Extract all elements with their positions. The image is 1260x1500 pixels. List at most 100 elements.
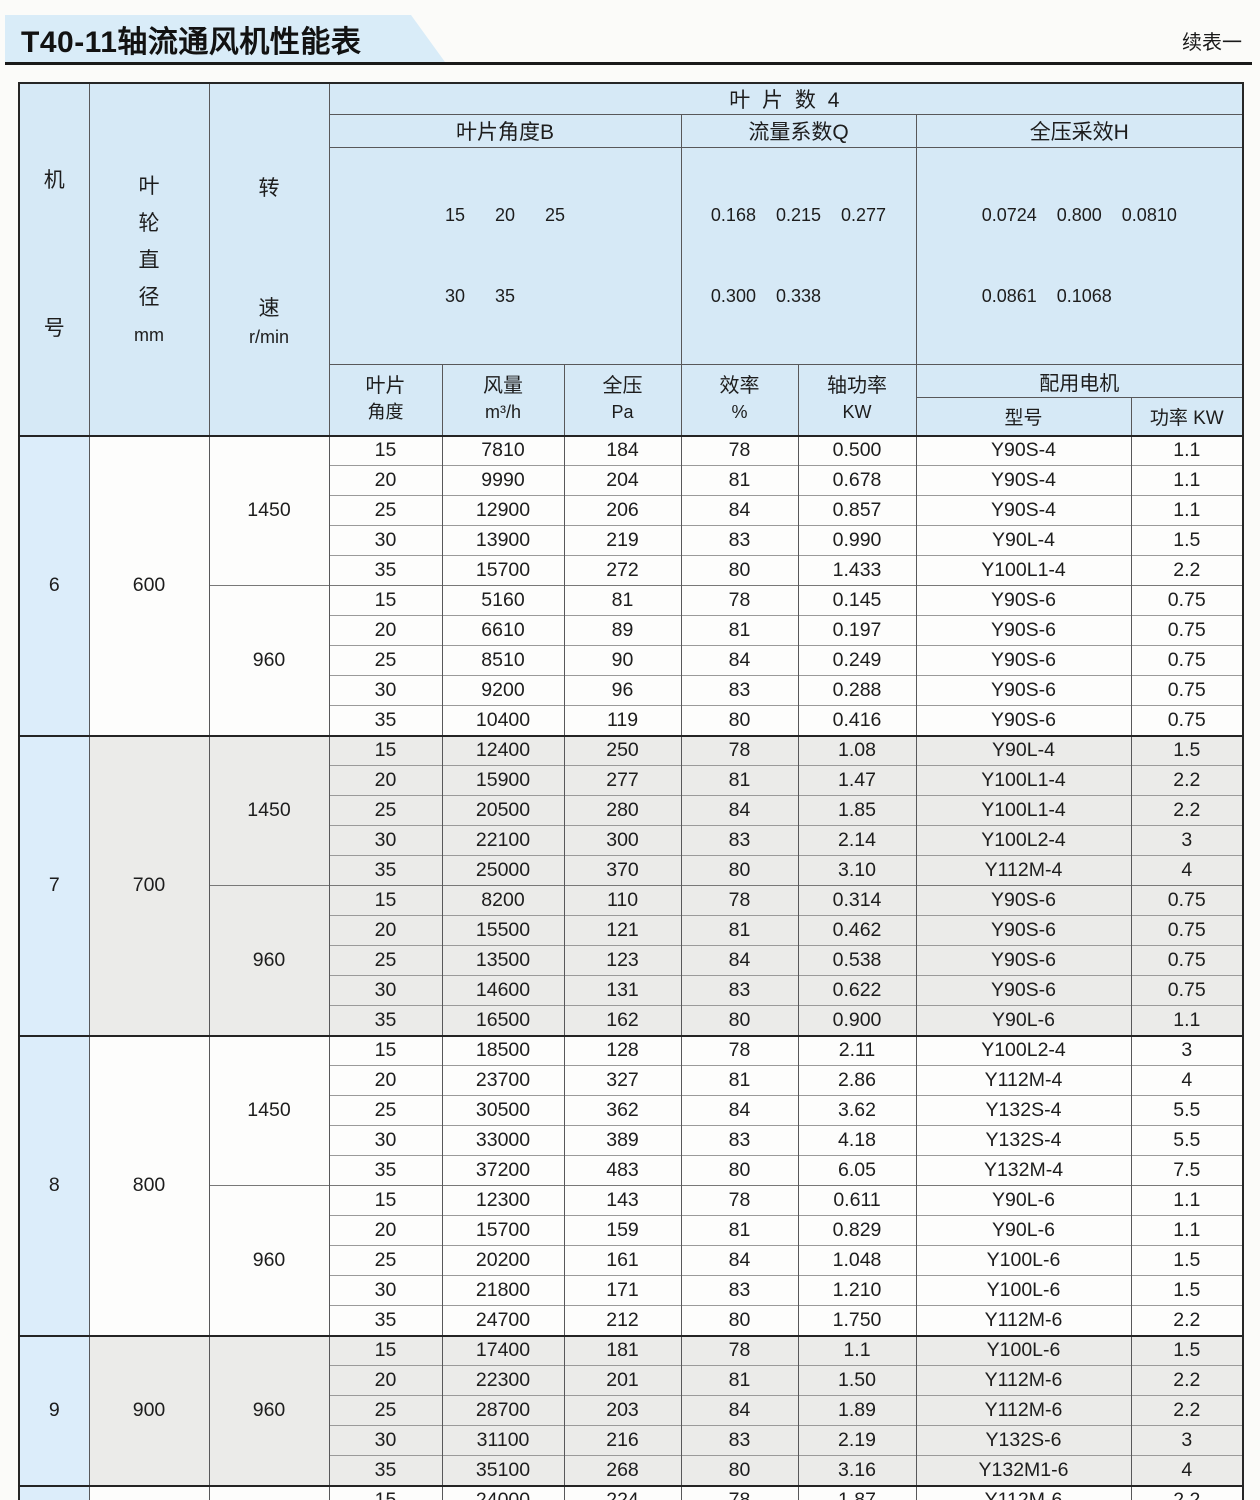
shaft-power-cell: 0.611 [797,1185,917,1216]
table-row: 20 23700 327 81 2.86 Y112M-4 4 [19,1065,1244,1096]
blade-angle-cell: 15 [328,1484,443,1500]
airflow-cell: 15500 [441,915,565,946]
table-row: 20 22300 201 81 1.50 Y112M-6 2.2 [19,1365,1244,1396]
efficiency-cell: 80 [680,555,799,586]
table-row: 35 15700 272 80 1.433 Y100L1-4 2.2 [19,555,1244,586]
blade-angle-group-header: 叶片角度B [328,114,682,148]
shaft-power-cell: 0.829 [797,1215,917,1246]
shaft-power-cell: 1.85 [797,795,917,826]
total-pressure-cell: 110 [563,885,682,916]
airflow-cell: 9200 [441,675,565,706]
blade-angle-cell: 20 [328,615,443,646]
motor-group-header: 配用电机 [915,364,1244,398]
airflow-cell: 12300 [441,1185,565,1216]
motor-model-cell: Y100L1-4 [915,795,1132,826]
motor-power-cell: 3 [1130,825,1244,856]
shaft-power-cell: 2.19 [797,1425,917,1456]
blade-angle-cell: 25 [328,795,443,826]
table-row: 960 15 8200 110 78 0.314 Y90S-6 0.75 [19,885,1244,1036]
blade-angle-cell: 30 [328,525,443,556]
table-row: 9 900 960 15 17400 181 78 1.1 Y100L-6 1.5 [18,1334,1244,1486]
motor-power-cell: 2.2 [1130,795,1244,826]
airflow-cell: 20200 [441,1245,565,1276]
airflow-cell: 12400 [441,734,565,766]
total-pressure-cell: 212 [563,1305,682,1336]
airflow-cell: 22300 [441,1365,565,1396]
performance-table-body: 6 600 1450 15 7810 184 78 0.500 Y90S-4 1.1 20 9990 2… [18,434,1244,1500]
title-banner: T40-11轴流通风机性能表 [5,15,445,62]
blade-angle-cell: 30 [328,675,443,706]
total-pressure-cell: 161 [563,1245,682,1276]
blade-angle-cell: 35 [328,705,443,736]
motor-power-cell: 2.2 [1130,555,1244,586]
table-row: 30 21800 171 83 1.210 Y100L-6 1.5 [19,1275,1244,1306]
motor-power-cell: 4 [1130,1455,1244,1486]
motor-power-cell: 1.1 [1130,434,1244,466]
performance-table: 机 号 叶 轮 直 径 mm 转 [18,82,1245,1500]
shaft-power-cell: 1.1 [797,1334,917,1366]
efficiency-cell: 78 [680,585,799,616]
machine-header-char-1: 机 [43,169,65,193]
shaft-power-cell: 6.05 [797,1155,917,1186]
motor-model-cell: Y90L-4 [915,525,1132,556]
motor-model-cell: Y90L-6 [915,1005,1132,1036]
speed-cell: 1450 [208,734,330,886]
motor-model-cell: Y90L-6 [915,1185,1132,1216]
blade-angle-cell: 25 [328,1395,443,1426]
efficiency-cell: 78 [680,885,799,916]
pressure-coefficient-values: 0.0724 0.800 0.0810 0.0861 0.1068 [915,147,1244,365]
total-pressure-cell: 90 [563,645,682,676]
airflow-cell: 8200 [441,885,565,916]
shaft-power-cell: 4.18 [797,1125,917,1156]
shaft-power-cell: 3.62 [797,1095,917,1126]
shaft-power-cell: 2.86 [797,1065,917,1096]
efficiency-cell: 81 [680,1065,799,1096]
airflow-cell: 16500 [441,1005,565,1036]
total-pressure-cell: 143 [563,1185,682,1216]
blade-angle-cell: 15 [328,1334,443,1366]
total-pressure-cell: 327 [563,1065,682,1096]
page-title: T40-11轴流通风机性能表 [21,25,362,59]
blade-angle-cell: 35 [328,1455,443,1486]
table-row: 35 24700 212 80 1.750 Y112M-6 2.2 [19,1305,1244,1336]
motor-model-cell: Y100L-6 [915,1334,1132,1366]
airflow-cell: 37200 [441,1155,565,1186]
efficiency-cell: 80 [680,1005,799,1036]
total-pressure-cell: 162 [563,1005,682,1036]
shaft-power-cell: 0.416 [797,705,917,736]
blade-angle-cell: 35 [328,555,443,586]
motor-model-cell: Y100L2-4 [915,1034,1132,1066]
blade-angle-cell: 25 [328,945,443,976]
total-pressure-cell: 96 [563,675,682,706]
total-pressure-cell: 216 [563,1425,682,1456]
efficiency-cell: 78 [680,1334,799,1366]
motor-model-cell: Y132M1-6 [915,1455,1132,1486]
motor-power-cell: 0.75 [1130,615,1244,646]
motor-power-cell: 0.75 [1130,885,1244,916]
blade-angle-cell: 15 [328,1034,443,1066]
efficiency-cell: 83 [680,975,799,1006]
motor-model-cell: Y132S-4 [915,1125,1132,1156]
machine-number-cell: 6 [18,434,90,736]
machine-number-cell: 7 [18,734,90,1036]
motor-model-cell: Y132S-4 [915,1095,1132,1126]
shaft-power-cell: 0.462 [797,915,917,946]
table-row: 20 9990 204 81 0.678 Y90S-4 1.1 [19,465,1244,496]
impeller-diameter-cell: 600 [88,434,210,736]
shaft-power-cell: 2.11 [797,1034,917,1066]
shaft-power-cell: 1.210 [797,1275,917,1306]
title-area: T40-11轴流通风机性能表 续表一 [5,0,1252,65]
efficiency-cell: 84 [680,945,799,976]
speed-cell: 960 [208,885,330,1036]
shaft-power-cell: 1.89 [797,1395,917,1426]
motor-model-cell: Y90L-4 [915,734,1132,766]
motor-model-cell: Y90S-6 [915,675,1132,706]
motor-power-cell: 1.5 [1130,734,1244,766]
impeller-diameter-header: 叶 轮 直 径 mm [88,82,210,436]
blade-angle-cell: 15 [328,734,443,766]
motor-model-cell: Y100L1-4 [915,765,1132,796]
diameter-unit: mm [134,325,164,346]
total-pressure-cell: 224 [563,1484,682,1500]
motor-model-cell: Y112M-6 [915,1305,1132,1336]
airflow-cell: 8510 [441,645,565,676]
